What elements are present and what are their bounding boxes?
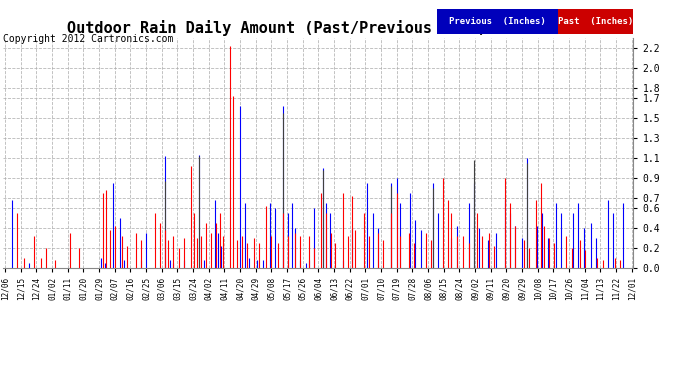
Text: Past  (Inches): Past (Inches) xyxy=(558,17,633,26)
Title: Outdoor Rain Daily Amount (Past/Previous Year) 20121206: Outdoor Rain Daily Amount (Past/Previous… xyxy=(68,20,569,36)
Text: Copyright 2012 Cartronics.com: Copyright 2012 Cartronics.com xyxy=(3,34,174,44)
Text: Previous  (Inches): Previous (Inches) xyxy=(448,17,546,26)
